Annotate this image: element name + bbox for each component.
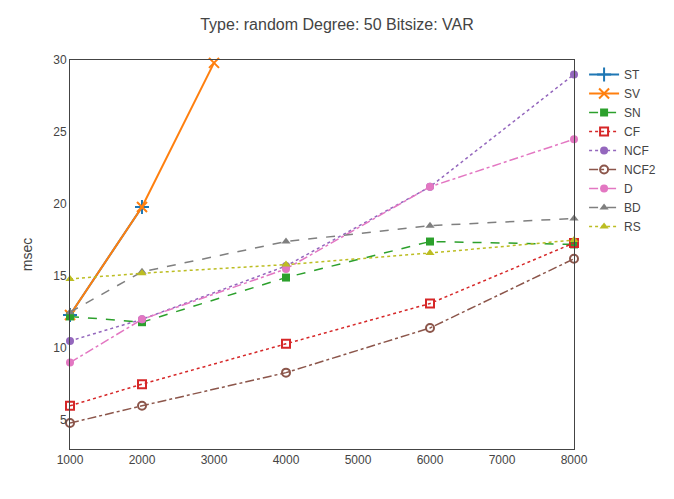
svg-text:8000: 8000 <box>561 453 588 467</box>
svg-text:5: 5 <box>60 413 67 427</box>
svg-text:4000: 4000 <box>273 453 300 467</box>
svg-text:3000: 3000 <box>201 453 228 467</box>
svg-text:ST: ST <box>624 68 640 82</box>
svg-text:BD: BD <box>624 201 641 215</box>
svg-text:D: D <box>624 182 633 196</box>
svg-text:2000: 2000 <box>129 453 156 467</box>
svg-text:SV: SV <box>624 87 640 101</box>
svg-text:20: 20 <box>53 197 67 211</box>
svg-text:5000: 5000 <box>345 453 372 467</box>
svg-text:NCF: NCF <box>624 144 649 158</box>
svg-text:SN: SN <box>624 106 641 120</box>
svg-text:10: 10 <box>53 341 67 355</box>
svg-text:NCF2: NCF2 <box>624 163 656 177</box>
svg-text:6000: 6000 <box>417 453 444 467</box>
svg-text:RS: RS <box>624 220 641 234</box>
svg-text:msec: msec <box>19 238 35 271</box>
svg-text:1000: 1000 <box>57 453 84 467</box>
svg-text:30: 30 <box>53 53 67 67</box>
svg-text:Type: random Degree: 50 Bitsiz: Type: random Degree: 50 Bitsize: VAR <box>200 16 474 33</box>
svg-text:CF: CF <box>624 125 640 139</box>
svg-text:15: 15 <box>53 269 67 283</box>
svg-text:7000: 7000 <box>489 453 516 467</box>
svg-text:25: 25 <box>53 125 67 139</box>
